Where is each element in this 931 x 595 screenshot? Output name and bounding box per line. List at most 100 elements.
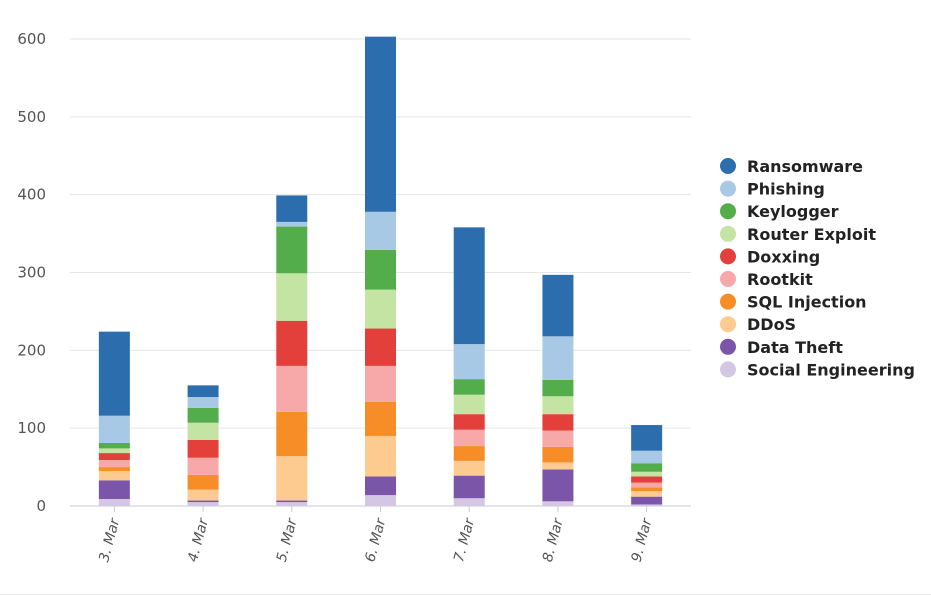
x-tick-label: 3. Mar — [96, 516, 123, 564]
bar-segment[interactable] — [187, 397, 219, 408]
bar-segment[interactable] — [98, 467, 130, 471]
bar-segment[interactable] — [98, 480, 130, 499]
legend-item[interactable]: Phishing — [720, 180, 825, 199]
legend-label: SQL Injection — [747, 293, 867, 312]
legend-label: Keylogger — [747, 202, 839, 221]
legend-item[interactable]: Data Theft — [720, 338, 843, 357]
bar-segment[interactable] — [365, 401, 396, 436]
legend-item[interactable]: Router Exploit — [720, 225, 876, 244]
bar-segment[interactable] — [187, 502, 219, 506]
bar-segment[interactable] — [453, 344, 485, 380]
bar-segment[interactable] — [365, 435, 396, 477]
legend-item[interactable]: Ransomware — [720, 157, 863, 176]
y-tick-label: 100 — [17, 419, 46, 437]
bar-segment[interactable] — [98, 453, 130, 461]
legend-marker — [720, 180, 736, 197]
bar-segment[interactable] — [453, 460, 485, 476]
bar-segment[interactable] — [631, 491, 663, 497]
bar-segment[interactable] — [453, 414, 485, 430]
bar-segment[interactable] — [276, 456, 308, 501]
bar-segment[interactable] — [365, 476, 396, 496]
legend-marker — [720, 158, 736, 174]
bar-segment[interactable] — [98, 415, 130, 443]
bar-segment[interactable] — [631, 450, 663, 464]
legend-label: DDoS — [747, 315, 796, 334]
bar-segment[interactable] — [453, 475, 485, 499]
bar-segment[interactable] — [453, 379, 485, 395]
bar-segment[interactable] — [187, 474, 219, 490]
bar-segment[interactable] — [631, 496, 663, 505]
bar-segment[interactable] — [187, 422, 219, 440]
bar-segment[interactable] — [453, 446, 485, 461]
bar-segment[interactable] — [98, 498, 130, 506]
bar-segment[interactable] — [453, 227, 485, 345]
x-axis-tick-labels: 3. Mar 4. Mar 5. Mar 6. Mar 7. Mar 8. Mar 9. M… — [96, 516, 656, 564]
legend-label: Doxxing — [747, 247, 820, 266]
x-tick-label: 4. Mar — [185, 516, 212, 564]
bar-segment[interactable] — [631, 463, 663, 472]
bar-segment[interactable] — [187, 457, 219, 475]
bar-segment[interactable] — [276, 320, 308, 366]
bar-segment[interactable] — [276, 195, 308, 222]
bar-segment[interactable] — [365, 249, 396, 290]
bar-segment[interactable] — [542, 274, 574, 337]
legend-marker — [720, 293, 736, 310]
bar-segment[interactable] — [542, 446, 574, 463]
bar-segment[interactable] — [542, 396, 574, 415]
y-tick-label: 500 — [17, 108, 46, 126]
bar-segment[interactable] — [187, 489, 219, 501]
bar-segment[interactable] — [187, 439, 219, 458]
bar-segment[interactable] — [365, 328, 396, 366]
bar-segment[interactable] — [542, 336, 574, 380]
bar-segment[interactable] — [187, 407, 219, 423]
legend-label: Ransomware — [747, 157, 863, 176]
bar-segment[interactable] — [631, 476, 663, 483]
legend-item[interactable]: Doxxing — [720, 247, 820, 266]
bar-segment[interactable] — [276, 411, 308, 457]
bar-segment[interactable] — [276, 226, 308, 274]
x-tick-label: 5. Mar — [274, 516, 301, 564]
bar-segment[interactable] — [365, 365, 396, 402]
bar-segment[interactable] — [98, 448, 130, 454]
bar-segment[interactable] — [276, 500, 308, 503]
bar-segment[interactable] — [276, 365, 308, 412]
bar-segment[interactable] — [365, 495, 396, 506]
bar-segment[interactable] — [631, 482, 663, 488]
x-tick-label: 7. Mar — [451, 516, 478, 564]
y-tick-label: 400 — [17, 186, 46, 204]
bar-segment[interactable] — [365, 289, 396, 329]
bar-segment[interactable] — [98, 460, 130, 468]
legend-item[interactable]: SQL Injection — [720, 293, 867, 312]
bar-segment[interactable] — [631, 487, 663, 492]
bar-segment[interactable] — [542, 414, 574, 431]
legend-item[interactable]: Rootkit — [720, 270, 813, 289]
bar-segment[interactable] — [453, 429, 485, 447]
legend-item[interactable]: Social Engineering — [720, 360, 915, 379]
bar-segment[interactable] — [187, 500, 219, 503]
legend-marker — [720, 316, 736, 333]
bar-segment[interactable] — [542, 430, 574, 447]
bar-segment[interactable] — [542, 469, 574, 502]
bar-segment[interactable] — [542, 462, 574, 470]
legend-item[interactable]: Keylogger — [720, 202, 839, 221]
y-tick-label: 200 — [17, 341, 46, 359]
bar-segment[interactable] — [187, 385, 219, 398]
bar-segment[interactable] — [98, 442, 130, 449]
bar-segment[interactable] — [631, 471, 663, 477]
legend-marker — [720, 203, 736, 220]
bar-segment[interactable] — [453, 394, 485, 415]
bar-segment[interactable] — [276, 273, 308, 321]
bar-segment[interactable] — [98, 331, 130, 416]
bar-segment[interactable] — [453, 498, 485, 506]
bar-segment[interactable] — [276, 221, 308, 227]
y-tick-label: 600 — [17, 30, 46, 48]
bar-segment[interactable] — [98, 470, 130, 481]
bar-segment[interactable] — [542, 379, 574, 397]
legend-item[interactable]: DDoS — [720, 315, 796, 334]
bar-segment[interactable] — [365, 36, 396, 212]
bar-segment[interactable] — [542, 501, 574, 506]
bar-segment[interactable] — [631, 425, 663, 451]
bar-segment[interactable] — [631, 504, 663, 506]
bar-segment[interactable] — [365, 211, 396, 250]
bar-segment[interactable] — [276, 502, 308, 506]
